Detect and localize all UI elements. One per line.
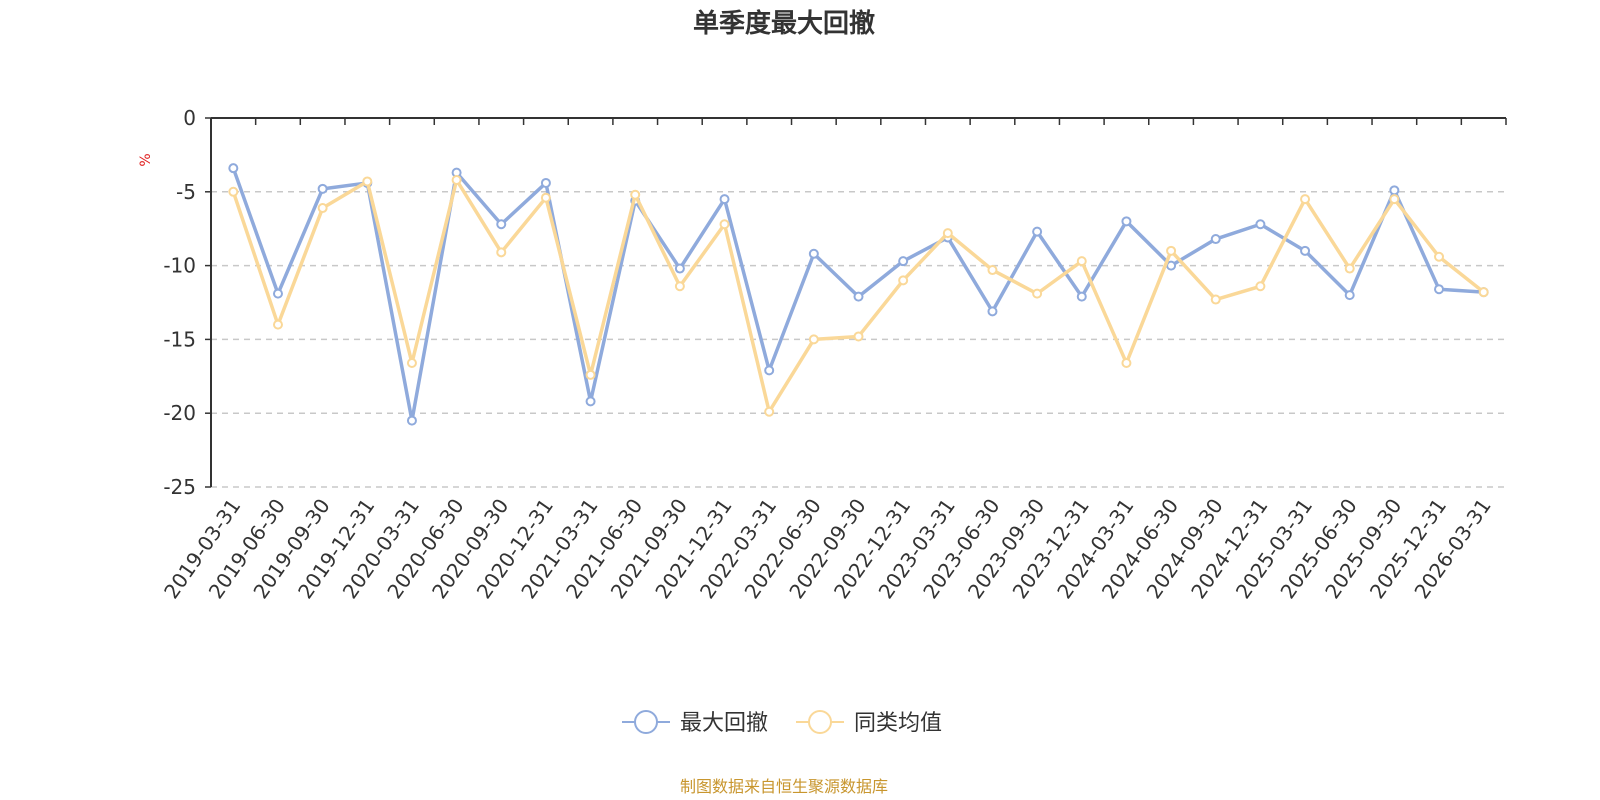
data-point[interactable]: [630, 189, 641, 200]
legend-item-1[interactable]: 同类均值: [796, 710, 942, 736]
y-tick-label: 0: [183, 106, 196, 130]
data-point[interactable]: [406, 358, 417, 369]
data-point[interactable]: [1255, 281, 1266, 292]
data-point[interactable]: [898, 275, 909, 286]
data-point[interactable]: [942, 228, 953, 239]
data-point[interactable]: [719, 219, 730, 230]
data-point[interactable]: [1032, 226, 1043, 237]
data-point[interactable]: [1344, 263, 1355, 274]
data-point[interactable]: [808, 334, 819, 345]
y-tick-label: -5: [176, 180, 196, 204]
chart-title: 单季度最大回撤: [693, 8, 875, 39]
legend[interactable]: 最大回撤 同类均值: [622, 710, 942, 736]
data-point[interactable]: [898, 256, 909, 267]
data-point[interactable]: [1255, 219, 1266, 230]
data-point[interactable]: [987, 306, 998, 317]
legend-marker: [808, 710, 832, 734]
data-point[interactable]: [406, 415, 417, 426]
data-point[interactable]: [808, 248, 819, 259]
series-1: [228, 174, 1489, 417]
data-point[interactable]: [1076, 291, 1087, 302]
y-axis-unit: %: [138, 153, 154, 166]
grid-lines: [211, 191, 1506, 488]
data-point[interactable]: [272, 319, 283, 330]
data-point[interactable]: [987, 265, 998, 276]
data-point[interactable]: [1344, 290, 1355, 301]
y-tick-label: -15: [163, 327, 196, 351]
data-point[interactable]: [674, 263, 685, 274]
data-point[interactable]: [1032, 288, 1043, 299]
data-point[interactable]: [1210, 294, 1221, 305]
data-point[interactable]: [1434, 251, 1445, 262]
data-point[interactable]: [853, 331, 864, 342]
data-point[interactable]: [1389, 194, 1400, 205]
data-point[interactable]: [853, 291, 864, 302]
y-tick-label: -25: [163, 475, 196, 499]
data-point[interactable]: [1434, 284, 1445, 295]
data-point[interactable]: [228, 163, 239, 174]
series-lines: [228, 163, 1489, 426]
data-source-note: 制图数据来自恒生聚源数据库: [680, 777, 888, 796]
data-point[interactable]: [496, 219, 507, 230]
data-point[interactable]: [1166, 245, 1177, 256]
data-point[interactable]: [1121, 358, 1132, 369]
data-point[interactable]: [1210, 234, 1221, 245]
data-point[interactable]: [540, 192, 551, 203]
data-point[interactable]: [362, 176, 373, 187]
data-point[interactable]: [1389, 185, 1400, 196]
data-point[interactable]: [540, 177, 551, 188]
data-point[interactable]: [1300, 245, 1311, 256]
data-point[interactable]: [764, 406, 775, 417]
legend-item-0[interactable]: 最大回撤: [622, 710, 768, 736]
data-point[interactable]: [228, 186, 239, 197]
legend-label: 最大回撤: [680, 711, 768, 736]
data-point[interactable]: [272, 288, 283, 299]
data-point[interactable]: [1300, 194, 1311, 205]
data-point[interactable]: [585, 369, 596, 380]
data-point[interactable]: [1478, 287, 1489, 298]
y-tick-label: -20: [163, 401, 196, 425]
y-tick-label: -10: [163, 254, 196, 278]
data-point[interactable]: [317, 203, 328, 214]
data-point[interactable]: [1121, 216, 1132, 227]
axes: [210, 117, 1507, 487]
data-point[interactable]: [496, 247, 507, 258]
y-axis-ticks: 0 -5 -10 -15 -20 -25: [163, 106, 211, 499]
data-point[interactable]: [764, 365, 775, 376]
legend-label: 同类均值: [854, 711, 942, 736]
series-0: [228, 163, 1489, 426]
data-point[interactable]: [1166, 260, 1177, 271]
data-point[interactable]: [674, 281, 685, 292]
data-point[interactable]: [1076, 256, 1087, 267]
legend-marker: [634, 710, 658, 734]
x-axis-ticks: 2019-03-312019-06-302019-09-302019-12-31…: [159, 494, 1496, 603]
data-point[interactable]: [719, 194, 730, 205]
data-point[interactable]: [585, 396, 596, 407]
data-point[interactable]: [451, 174, 462, 185]
data-point[interactable]: [317, 183, 328, 194]
